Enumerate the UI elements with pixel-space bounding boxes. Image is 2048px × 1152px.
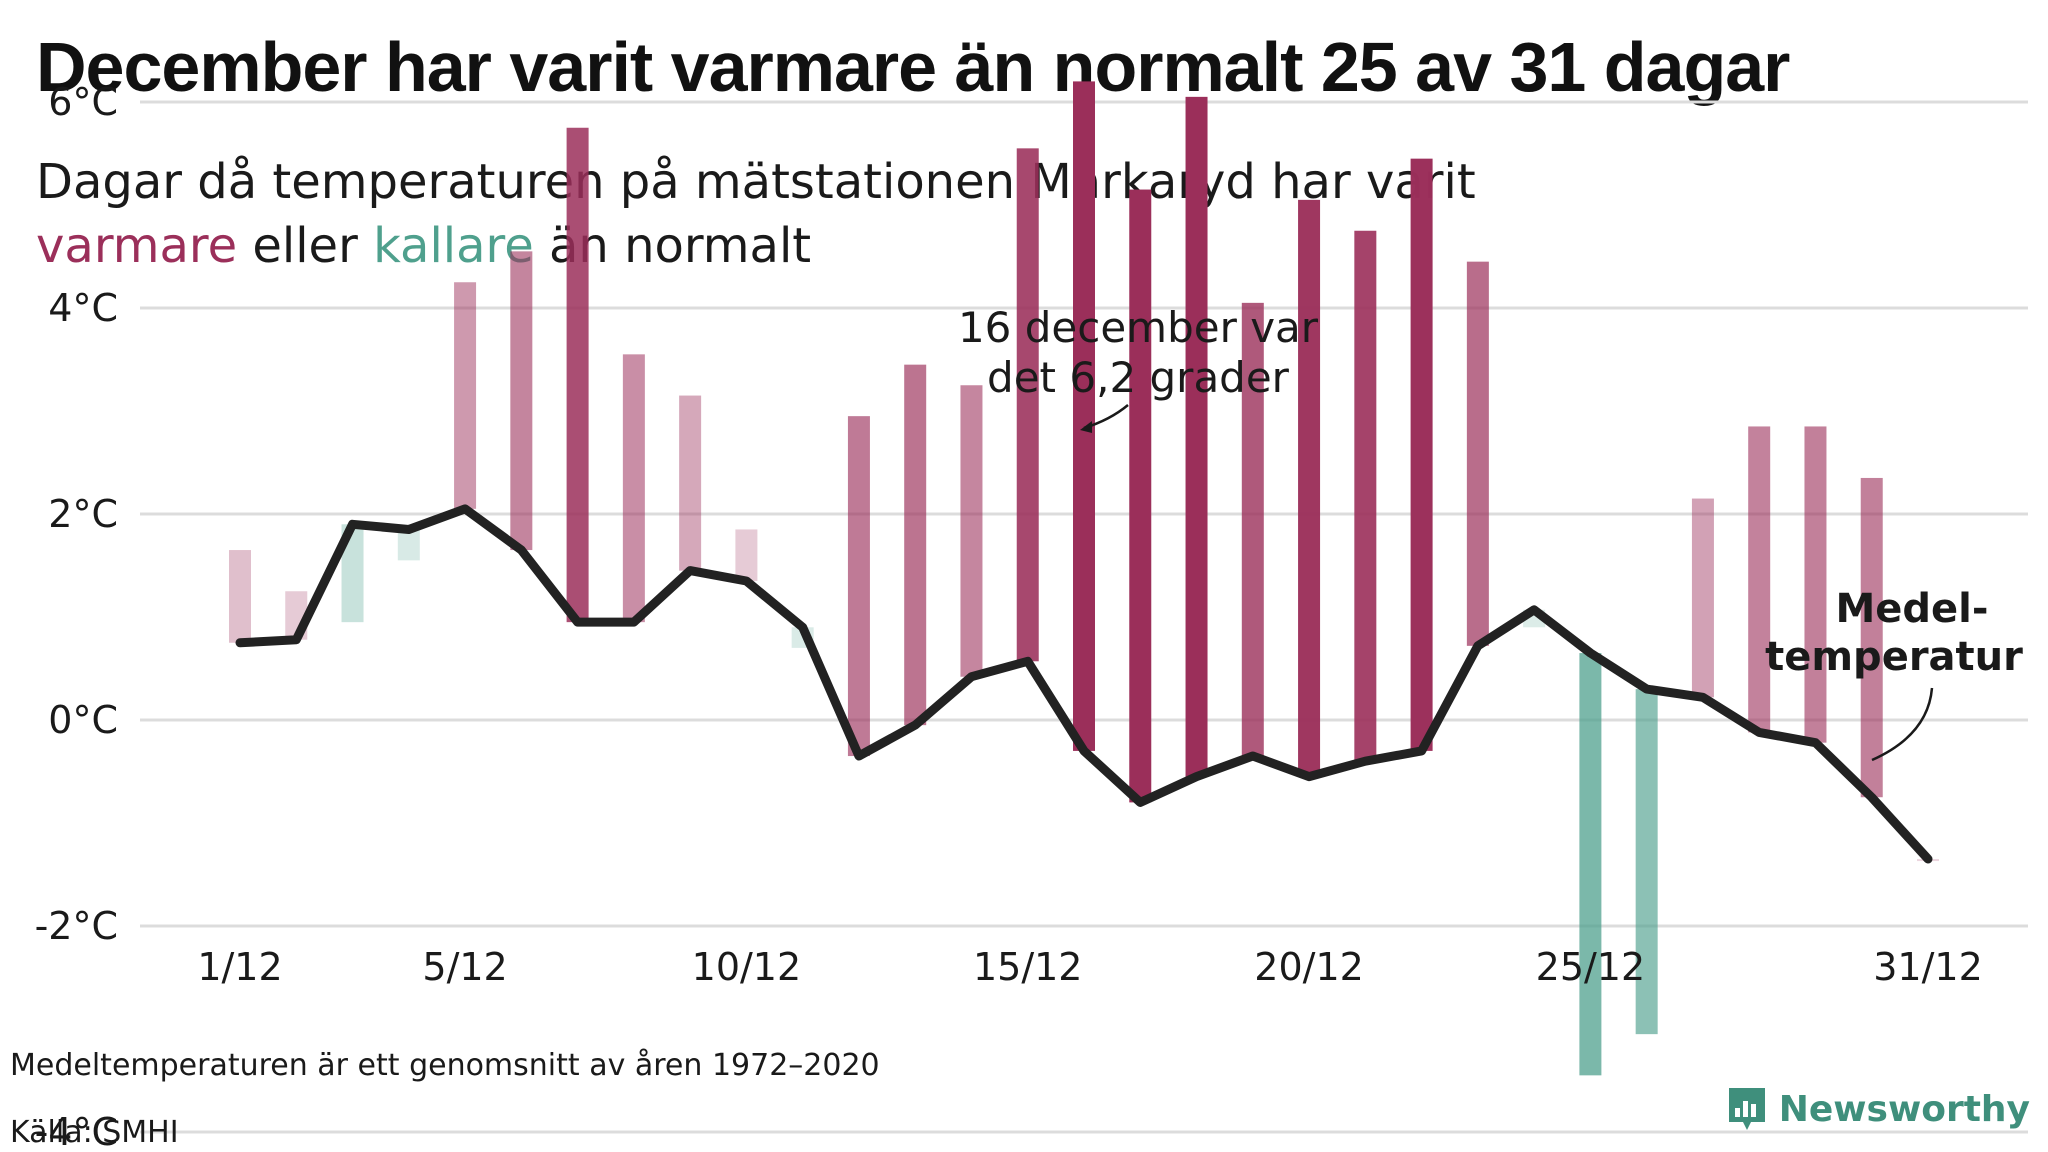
bar-23-12 xyxy=(1466,261,1489,646)
subtitle-warm-word: varmare xyxy=(36,218,238,274)
y-tick-label: 2°C xyxy=(48,492,118,536)
bar-5-12 xyxy=(454,282,477,509)
x-tick-label: 15/12 xyxy=(973,945,1083,989)
chart-title: December har varit varmare än normalt 25… xyxy=(36,28,1790,106)
subtitle-mid: eller xyxy=(237,218,374,274)
footer-note: Medeltemperaturen är ett genomsnitt av å… xyxy=(10,1048,880,1083)
bar-15-12 xyxy=(1016,148,1039,662)
bar-22-12 xyxy=(1410,158,1433,751)
bar-14-12 xyxy=(960,385,983,677)
bar-13-12 xyxy=(904,364,927,726)
mean-temperature-line xyxy=(235,504,1933,864)
mean-annotation-leader xyxy=(1871,687,1934,762)
y-tick-label: -2°C xyxy=(35,904,118,948)
bar-21-12 xyxy=(1354,230,1377,762)
bar-25-12 xyxy=(1579,653,1602,1076)
bar-7-12 xyxy=(566,127,589,623)
y-axis-labels: 6°C 4°C 2°C 0°C -2°C -4°C xyxy=(35,80,118,1152)
subtitle-cold-word: kallare xyxy=(373,218,534,274)
bar-8-12 xyxy=(622,354,645,623)
bar-10-12 xyxy=(735,529,758,581)
x-tick-label: 10/12 xyxy=(692,945,802,989)
brand-logo: Newsworthy xyxy=(1725,1084,2030,1134)
highlight-annotation-line2: det 6,2 grader xyxy=(987,353,1290,402)
brand-name: Newsworthy xyxy=(1778,1088,2030,1130)
newsworthy-logo-icon xyxy=(1728,1088,1765,1130)
bar-28-12 xyxy=(1748,426,1771,733)
bar-16-12 xyxy=(1073,81,1095,751)
bar-9-12 xyxy=(679,395,702,571)
mean-annotation-line1: Medel- xyxy=(1835,586,1988,632)
bar-18-12 xyxy=(1185,96,1208,777)
highlight-annotation-arrowhead xyxy=(1080,421,1092,433)
y-tick-label: -4°C xyxy=(35,1110,118,1152)
bar-1-12 xyxy=(229,550,251,643)
highlight-annotation-line1: 16 december var xyxy=(958,303,1319,352)
bar-26-12 xyxy=(1635,689,1658,1035)
bar-30-12 xyxy=(1860,477,1883,798)
y-tick-label: 4°C xyxy=(48,286,118,330)
subtitle-line1: Dagar då temperaturen på mätstationen Ma… xyxy=(36,154,1476,210)
bar-12-12 xyxy=(847,416,870,757)
bar-4-12 xyxy=(397,529,420,561)
subtitle-end: än normalt xyxy=(533,218,812,274)
mean-annotation-line2: temperatur xyxy=(1765,634,2023,680)
bar-19-12 xyxy=(1241,302,1264,757)
annotations: 16 december var det 6,2 grader Medel- te… xyxy=(958,303,2023,762)
bar-29-12 xyxy=(1804,426,1827,743)
chart-subtitle: Dagar då temperaturen på mätstationen Ma… xyxy=(36,150,1476,278)
bar-27-12 xyxy=(1691,498,1714,698)
bar-17-12 xyxy=(1129,189,1152,803)
footer-source: Källa: SMHI xyxy=(10,1115,179,1150)
x-axis-labels: 1/12 5/12 10/12 15/12 20/12 25/12 31/12 xyxy=(197,945,1982,989)
x-tick-label: 1/12 xyxy=(197,945,282,989)
x-tick-label: 20/12 xyxy=(1254,945,1364,989)
bar-6-12 xyxy=(510,251,533,551)
bars xyxy=(229,81,1939,1076)
x-tick-label: 5/12 xyxy=(422,945,507,989)
bar-3-12 xyxy=(341,524,364,623)
y-tick-label: 0°C xyxy=(48,698,118,742)
x-tick-label: 31/12 xyxy=(1873,945,1983,989)
bar-20-12 xyxy=(1298,199,1321,777)
x-tick-label: 25/12 xyxy=(1536,945,1646,989)
mean-temperature-line-group xyxy=(235,504,1933,864)
y-tick-label: 6°C xyxy=(48,80,118,124)
